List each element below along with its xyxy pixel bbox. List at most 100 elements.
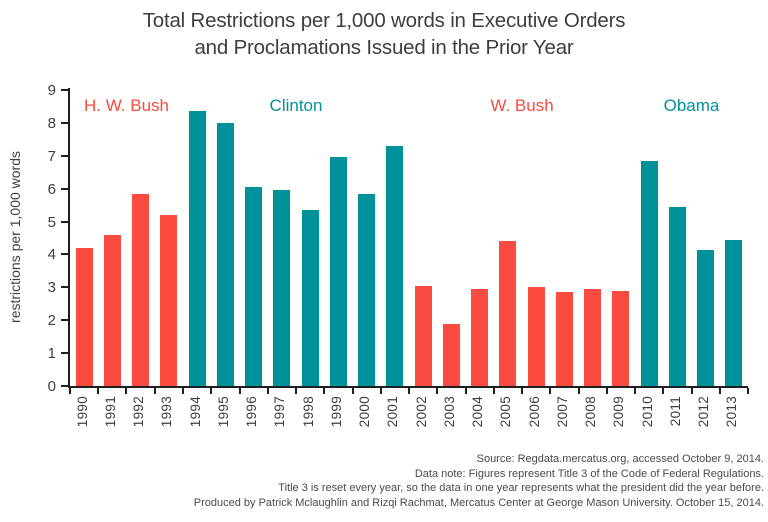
chart-title-line-2: and Proclamations Issued in the Prior Ye… <box>194 36 574 59</box>
bar-slot-2011 <box>663 90 691 386</box>
x-tick-label-1993: 1993 <box>159 396 175 428</box>
y-tick-8 <box>61 121 68 124</box>
x-tick-label-slot-1995: 1995 <box>209 396 237 450</box>
x-tick-labels: 1990 1991 1992 1993 1994 1995 1996 1997 1998 1999… <box>68 396 746 450</box>
bar-1990 <box>75 247 93 386</box>
x-tick-5 <box>210 388 213 394</box>
x-tick-label-2009: 2009 <box>611 396 627 428</box>
bar-2009 <box>612 290 630 386</box>
bar-1999 <box>329 157 347 386</box>
chart-title: Total Restrictions per 1,000 words in Ex… <box>0 7 768 61</box>
x-tick-label-2006: 2006 <box>526 396 542 428</box>
x-tick-24 <box>747 388 749 394</box>
president-label-w-bush: W. Bush <box>490 96 554 115</box>
x-tick-label-1994: 1994 <box>187 396 203 428</box>
x-tick-label-slot-1993: 1993 <box>153 396 181 450</box>
bar-1991 <box>103 234 121 386</box>
bar-slot-2004 <box>466 90 494 386</box>
y-tick-5 <box>61 220 68 223</box>
bar-1994 <box>188 111 206 386</box>
x-tick-8 <box>294 388 297 394</box>
footer-line-title3: Title 3 is reset every year, so the data… <box>278 482 764 494</box>
y-tick-label-3: 3 <box>47 279 56 297</box>
y-tick-label-4: 4 <box>47 246 56 264</box>
x-tick-label-slot-2003: 2003 <box>435 396 463 450</box>
bar-slot-2006 <box>522 90 550 386</box>
bar-slot-1990 <box>70 90 98 386</box>
footer-notes: Source: Regdata.mercatus.org, accessed O… <box>194 452 764 510</box>
x-tick-label-slot-1999: 1999 <box>322 396 350 450</box>
bar-slot-2012 <box>692 90 720 386</box>
bar-slot-1991 <box>98 90 126 386</box>
x-tick-label-slot-2005: 2005 <box>492 396 520 450</box>
bar-1998 <box>301 210 319 386</box>
bar-slot-2010 <box>635 90 663 386</box>
x-tick-label-slot-2007: 2007 <box>548 396 576 450</box>
bar-1992 <box>132 193 150 386</box>
x-tick-17 <box>549 388 552 394</box>
y-tick-3 <box>61 286 68 289</box>
bar-slot-1996 <box>240 90 268 386</box>
x-tick-label-slot-1994: 1994 <box>181 396 209 450</box>
x-tick-18 <box>577 388 580 394</box>
x-tick-label-slot-2008: 2008 <box>577 396 605 450</box>
bar-2004 <box>471 288 489 386</box>
bar-1996 <box>245 187 263 386</box>
x-tick-label-slot-2000: 2000 <box>351 396 379 450</box>
x-tick-20 <box>634 388 636 394</box>
bars-container <box>70 90 748 386</box>
x-tick-label-1998: 1998 <box>300 396 316 428</box>
x-tick-label-slot-2006: 2006 <box>520 396 548 450</box>
x-tick-label-2003: 2003 <box>441 396 457 428</box>
x-tick-label-2000: 2000 <box>357 396 373 428</box>
x-tick-15 <box>492 388 495 394</box>
footer-line-produced: Produced by Patrick Mclaughlin and Rizqi… <box>193 496 764 509</box>
x-tick-label-1996: 1996 <box>244 396 260 428</box>
bar-2012 <box>697 249 715 386</box>
y-tick-label-1: 1 <box>47 345 56 363</box>
x-tick-label-2010: 2010 <box>639 396 655 428</box>
bar-1995 <box>216 122 234 386</box>
bar-2002 <box>414 285 432 386</box>
x-tick-label-slot-1997: 1997 <box>266 396 294 450</box>
y-tick-label-6: 6 <box>47 180 56 198</box>
bar-slot-2008 <box>579 90 607 386</box>
bar-1993 <box>160 214 178 386</box>
y-axis-label-wrap: restrictions per 1,000 words <box>2 88 28 386</box>
bar-slot-2009 <box>607 90 635 386</box>
x-tick-13 <box>436 388 439 394</box>
x-tick-label-slot-2004: 2004 <box>464 396 492 450</box>
x-tick-label-slot-2012: 2012 <box>690 396 718 450</box>
y-tick-9 <box>61 89 68 91</box>
bar-2010 <box>640 160 658 386</box>
president-label-h-w-bush: H. W. Bush <box>83 96 170 115</box>
y-tick-label-2: 2 <box>47 312 56 330</box>
x-tick-3 <box>153 388 156 394</box>
x-tick-label-2012: 2012 <box>696 396 712 428</box>
bar-slot-2000 <box>353 90 381 386</box>
x-tick-2 <box>125 388 128 394</box>
president-label-clinton: Clinton <box>269 96 323 115</box>
x-tick-21 <box>662 388 665 394</box>
x-tick-label-slot-2002: 2002 <box>407 396 435 450</box>
x-tick-label-slot-1998: 1998 <box>294 396 322 450</box>
x-tick-label-2005: 2005 <box>498 396 514 428</box>
bar-2001 <box>386 145 404 386</box>
x-tick-0 <box>69 388 71 394</box>
bar-slot-1998 <box>296 90 324 386</box>
y-tick-label-8: 8 <box>47 114 56 132</box>
bar-slot-2001 <box>381 90 409 386</box>
x-tick-label-1997: 1997 <box>272 396 288 428</box>
x-tick-1 <box>97 388 100 394</box>
bar-2005 <box>499 241 517 386</box>
bar-slot-1993 <box>155 90 183 386</box>
x-tick-label-2013: 2013 <box>724 396 740 428</box>
x-tick-label-1999: 1999 <box>328 396 344 428</box>
x-tick-22 <box>690 388 693 394</box>
x-tick-7 <box>266 388 269 394</box>
y-tick-4 <box>61 253 68 256</box>
bar-1997 <box>273 190 291 386</box>
bar-slot-1994 <box>183 90 211 386</box>
x-tick-label-2008: 2008 <box>583 396 599 428</box>
